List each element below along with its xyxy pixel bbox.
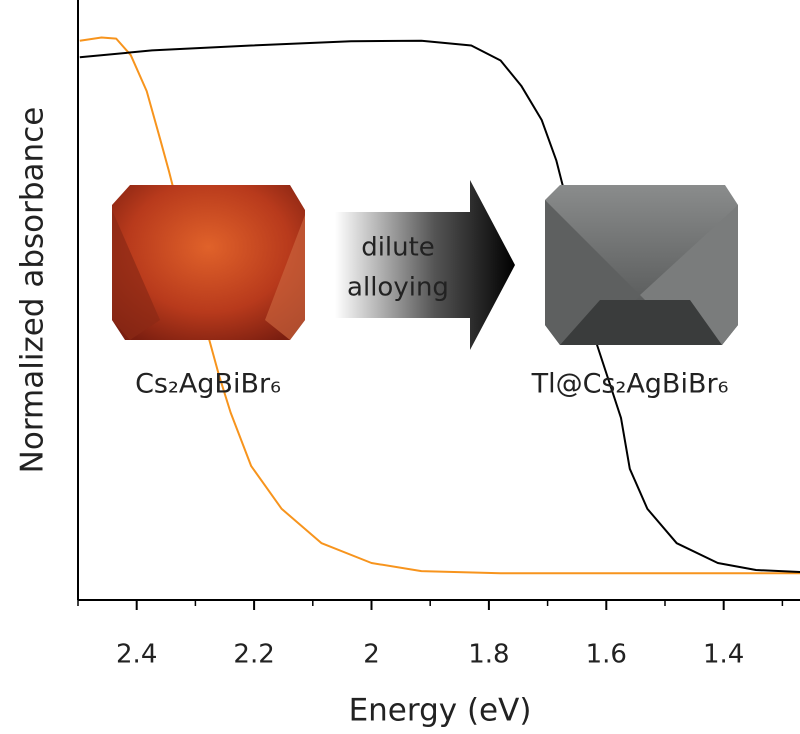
x-tick-label: 1.8 [468, 640, 509, 670]
x-tick-label: 2.4 [116, 640, 157, 670]
orange-crystal [112, 185, 305, 340]
x-axis-title: Energy (eV) [349, 693, 532, 729]
gray-crystal [545, 185, 738, 345]
chart: 2.4 2.2 2 1.8 1.6 1.4 dilute alloying Cs₂AgBi… [0, 0, 800, 734]
annotation: alloying [347, 273, 449, 303]
x-tick-label: 2 [363, 640, 380, 670]
arrow [335, 180, 515, 350]
x-tick-label: 1.4 [703, 640, 744, 670]
annotation: Tl@Cs₂AgBiBr₆ [531, 369, 729, 400]
page: 2.4 2.2 2 1.8 1.6 1.4 dilute alloying Cs₂AgBi… [0, 0, 800, 734]
x-tick-label: 2.2 [233, 640, 274, 670]
annotation: Cs₂AgBiBr₆ [135, 369, 281, 400]
x-tick-label: 1.6 [586, 640, 627, 670]
y-axis-title: Normalized absorbance [15, 107, 51, 474]
annotation: dilute [361, 233, 435, 263]
